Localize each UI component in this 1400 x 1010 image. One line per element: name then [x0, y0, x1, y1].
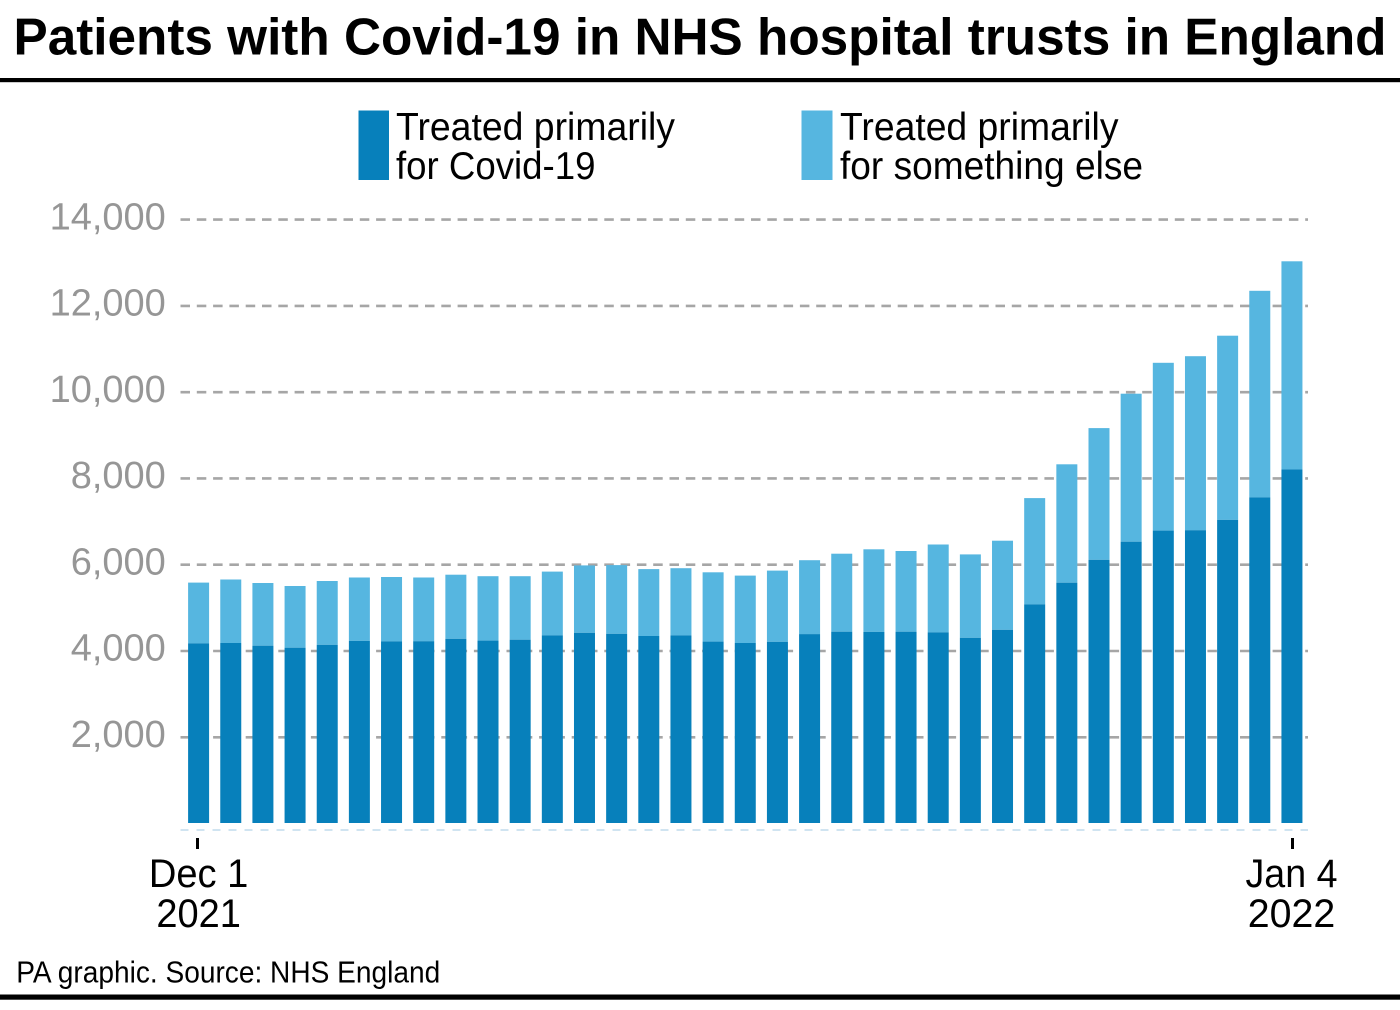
svg-text:8,000: 8,000 — [71, 455, 166, 497]
svg-text:4,000: 4,000 — [71, 628, 166, 670]
svg-text:PA graphic. Source: NHS Englan: PA graphic. Source: NHS England — [16, 956, 440, 990]
svg-text:2021: 2021 — [156, 892, 241, 936]
svg-text:2,000: 2,000 — [71, 714, 166, 756]
svg-text:Jan 4: Jan 4 — [1246, 852, 1338, 896]
svg-text:for Covid-19: for Covid-19 — [396, 145, 596, 188]
svg-text:6,000: 6,000 — [71, 541, 166, 583]
svg-text:Treated primarily: Treated primarily — [396, 106, 675, 149]
svg-text:Dec 1: Dec 1 — [149, 852, 249, 896]
svg-text:10,000: 10,000 — [50, 369, 166, 411]
svg-text:2022: 2022 — [1248, 892, 1336, 936]
svg-text:Treated primarily: Treated primarily — [840, 106, 1119, 149]
svg-text:for something else: for something else — [840, 145, 1143, 188]
svg-text:12,000: 12,000 — [50, 283, 166, 325]
svg-text:14,000: 14,000 — [50, 196, 166, 238]
svg-text:Patients with Covid-19 in NHS: Patients with Covid-19 in NHS hospital t… — [14, 8, 1387, 66]
